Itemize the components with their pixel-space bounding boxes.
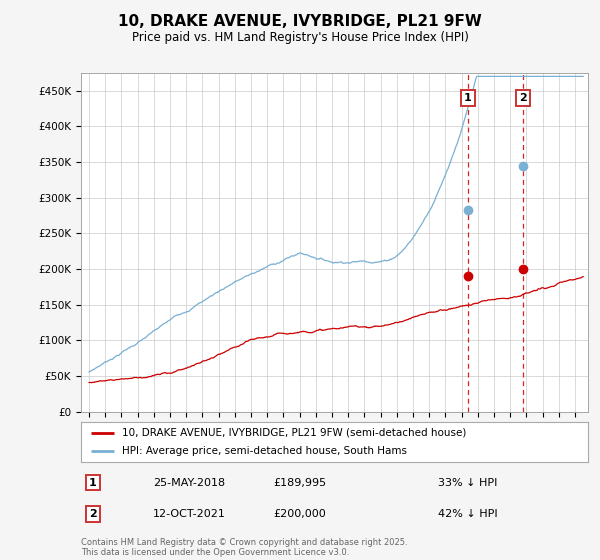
Text: 2: 2 <box>89 509 97 519</box>
Text: 1: 1 <box>89 478 97 488</box>
Text: 1: 1 <box>464 93 472 103</box>
Text: HPI: Average price, semi-detached house, South Hams: HPI: Average price, semi-detached house,… <box>122 446 407 456</box>
Text: 10, DRAKE AVENUE, IVYBRIDGE, PL21 9FW (semi-detached house): 10, DRAKE AVENUE, IVYBRIDGE, PL21 9FW (s… <box>122 428 466 437</box>
Text: 33% ↓ HPI: 33% ↓ HPI <box>438 478 497 488</box>
Text: 12-OCT-2021: 12-OCT-2021 <box>153 509 226 519</box>
Text: £189,995: £189,995 <box>274 478 326 488</box>
Text: 10, DRAKE AVENUE, IVYBRIDGE, PL21 9FW: 10, DRAKE AVENUE, IVYBRIDGE, PL21 9FW <box>118 14 482 29</box>
Text: Price paid vs. HM Land Registry's House Price Index (HPI): Price paid vs. HM Land Registry's House … <box>131 31 469 44</box>
Text: 42% ↓ HPI: 42% ↓ HPI <box>438 509 497 519</box>
Text: Contains HM Land Registry data © Crown copyright and database right 2025.
This d: Contains HM Land Registry data © Crown c… <box>81 538 407 557</box>
Text: 25-MAY-2018: 25-MAY-2018 <box>153 478 225 488</box>
Text: £200,000: £200,000 <box>274 509 326 519</box>
Text: 2: 2 <box>519 93 527 103</box>
